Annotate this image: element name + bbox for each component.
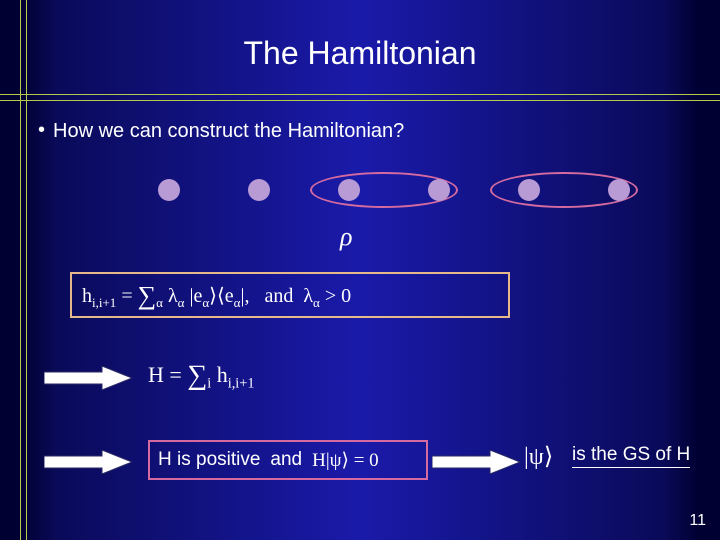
positive-statement-box: H is positive and H|ψ⟩ = 0 [148, 440, 428, 480]
page-title: The Hamiltonian [244, 35, 477, 72]
arrow-icon [44, 366, 132, 390]
bullet-item: • How we can construct the Hamiltonian? [38, 120, 404, 143]
page-number: 11 [689, 512, 706, 530]
psi-ket: |ψ⟩ [524, 442, 553, 471]
divider-vertical-left [20, 0, 21, 540]
hamiltonian-sum-equation: H = ∑i hi,i+1 [148, 358, 254, 392]
particle-dot [518, 179, 540, 201]
particle-dot [248, 179, 270, 201]
bullet-marker: • [38, 120, 45, 140]
divider-vertical-right [26, 0, 27, 540]
ground-state-text: is the GS of H [572, 444, 690, 468]
h-positive-text: H is positive [158, 449, 260, 471]
hamiltonian-term-equation: hi,i+1 = ∑α λα |eα⟩⟨eα|, and λα > 0 [70, 272, 510, 318]
particle-chain [140, 172, 610, 208]
h-psi-equation: H|ψ⟩ = 0 [312, 449, 379, 472]
bullet-text: How we can construct the Hamiltonian? [53, 120, 404, 143]
particle-dot [338, 179, 360, 201]
arrow-icon [44, 450, 132, 474]
particle-dot [428, 179, 450, 201]
particle-dot [158, 179, 180, 201]
equation-1-text: hi,i+1 = ∑α λα |eα⟩⟨eα|, and λα > 0 [82, 279, 351, 311]
particle-dot [608, 179, 630, 201]
divider-horizontal-bottom [0, 100, 720, 101]
and-text: and [270, 449, 302, 471]
divider-horizontal-top [0, 94, 720, 95]
arrow-icon [432, 450, 520, 474]
rho-symbol: ρ [340, 222, 352, 252]
